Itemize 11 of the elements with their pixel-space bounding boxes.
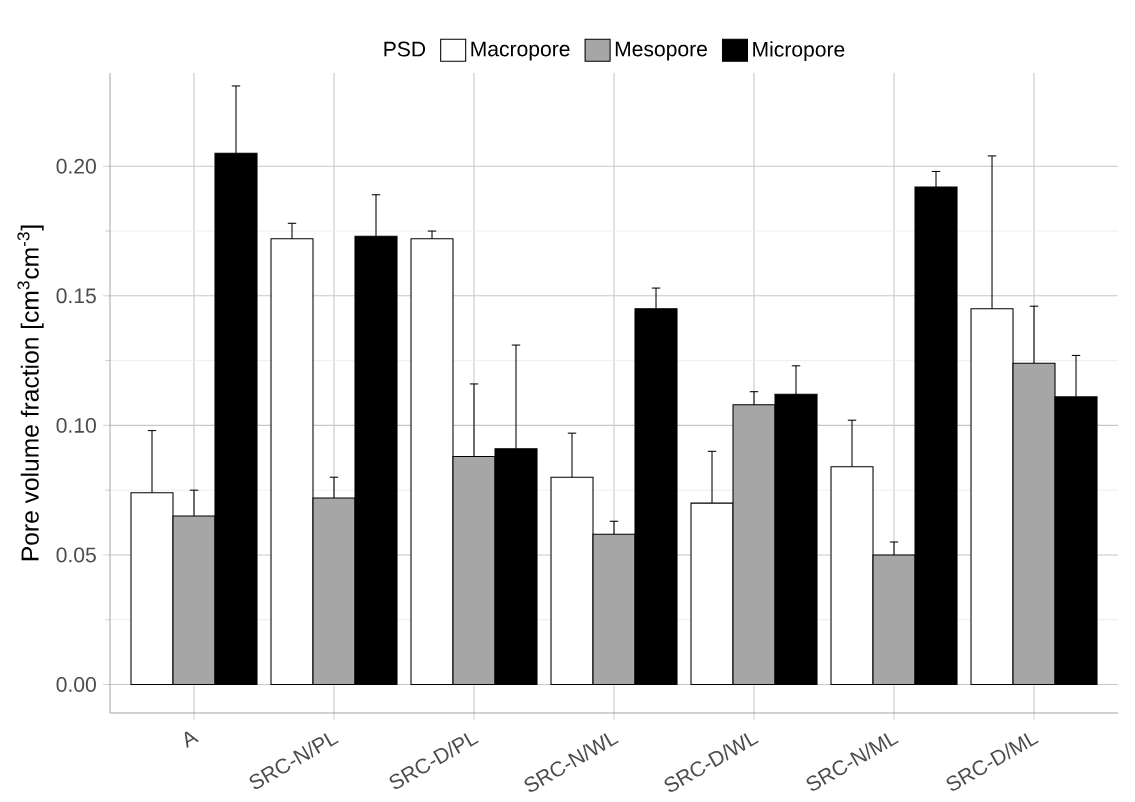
- x-tick-label: A: [184, 731, 199, 749]
- y-tick-label: 0.00: [56, 677, 96, 692]
- y-tick-label: 0.15: [56, 288, 96, 304]
- y-axis-title: Pore volume fraction [cm$^{3}$cm$^{-3}$]: [17, 225, 44, 561]
- y-tick-label: 0.20: [56, 158, 96, 174]
- legend-title: PSD: [384, 41, 426, 57]
- y-tick-label: 0.05: [56, 547, 96, 563]
- legend-label: Mesopore: [615, 41, 707, 61]
- y-tick-label: 0.10: [56, 417, 96, 433]
- legend-label: Macropore: [471, 41, 570, 61]
- legend-label: Micropore: [753, 41, 845, 61]
